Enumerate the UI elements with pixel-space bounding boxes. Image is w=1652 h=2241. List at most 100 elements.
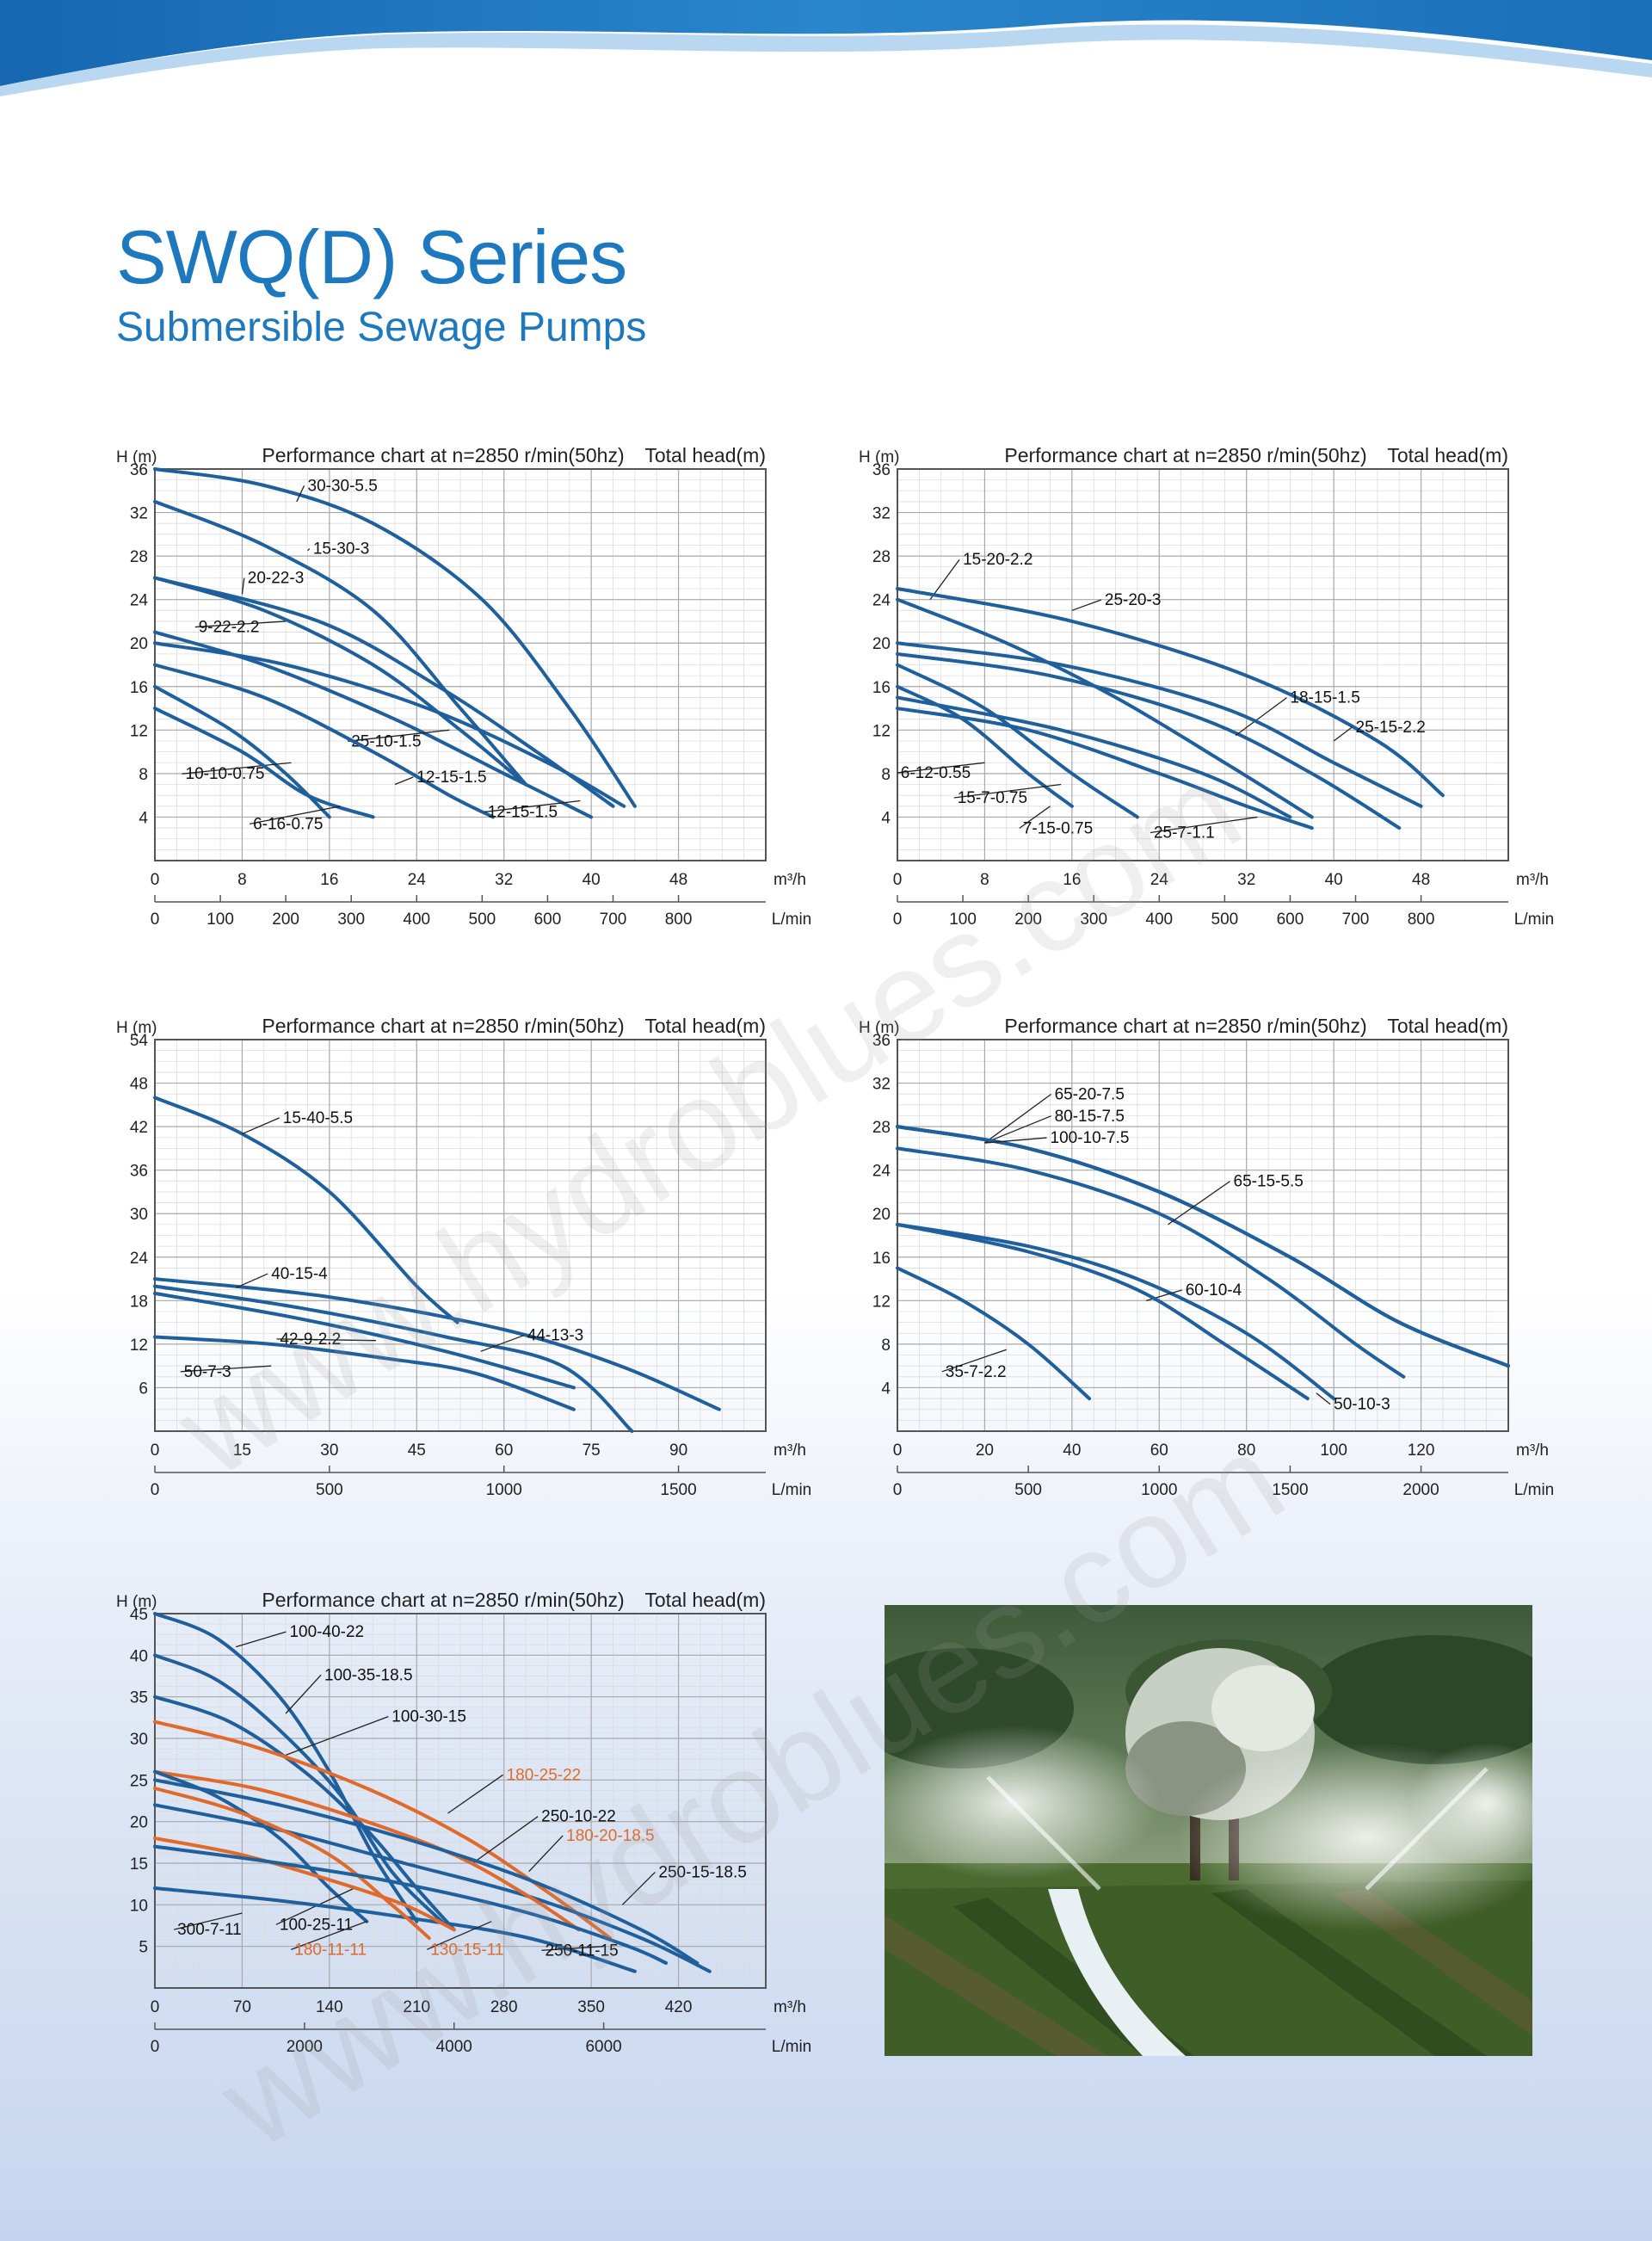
y-tick-label: 6 [139, 1380, 148, 1398]
secondary-tick-label: 0 [151, 2038, 160, 2056]
curve-label: 42-9-2.2 [280, 1330, 341, 1349]
plot-frame [154, 1039, 767, 1432]
curve-label: 15-20-2.2 [963, 551, 1032, 569]
chart-title: Performance chart at n=2850 r/min(50hz) [262, 444, 624, 466]
y-tick-label: 10 [130, 1897, 148, 1915]
pump-curve [153, 576, 615, 808]
performance-chart-1: H (m) Performance chart at n=2850 r/min(5… [116, 444, 811, 929]
pump-curve [153, 1803, 712, 1973]
major-grid [897, 1039, 1508, 1431]
y-tick-label: 24 [130, 1250, 149, 1268]
pump-curve [153, 1284, 634, 1433]
curve-label: 180-11-11 [294, 1941, 367, 1959]
secondary-axis-label: L/min [772, 2038, 811, 2056]
y-tick-label: 32 [130, 505, 148, 523]
curve-label: 100-35-18.5 [324, 1666, 412, 1684]
curve-leader-line [307, 548, 311, 552]
pump-curve [896, 641, 1423, 808]
pump-curve [896, 597, 1314, 819]
x-axis-label: m³/h [1516, 871, 1549, 889]
pump-curve [153, 1277, 721, 1411]
x-tick-label: 45 [408, 1442, 426, 1460]
curve-label: 25-20-3 [1105, 591, 1162, 609]
pump-curve [896, 1222, 1310, 1401]
chart-title: Performance chart at n=2850 r/min(50hz) [262, 1589, 624, 1611]
secondary-tick-label: 500 [1014, 1481, 1042, 1499]
x-axis-label: m³/h [1516, 1442, 1549, 1460]
curve-leader-line [180, 1365, 272, 1373]
curve-label: 100-10-7.5 [1051, 1129, 1130, 1147]
pump-curve [153, 707, 375, 819]
x-tick-label: 40 [1063, 1442, 1081, 1460]
curve-leader-line [897, 762, 985, 774]
y-tick-label: 28 [872, 548, 891, 566]
y-tick-label: 40 [130, 1647, 148, 1665]
y-tick-label: 4 [139, 809, 148, 827]
secondary-tick-label: 500 [316, 1481, 343, 1499]
curve-label: 180-20-18.5 [566, 1827, 654, 1845]
curve-leader-line [528, 1835, 564, 1873]
y-tick-label: 36 [130, 461, 148, 479]
irrigation-sprinkler-field-photo [885, 1605, 1532, 2056]
curve-label: 100-40-22 [289, 1623, 364, 1641]
y-tick-label: 18 [130, 1293, 148, 1311]
pump-curve [153, 1335, 576, 1411]
plot-frame [897, 1039, 1509, 1432]
y-tick-label: 24 [130, 592, 149, 610]
curve-label: 130-15-11 [430, 1941, 503, 1959]
secondary-axis-label: L/min [772, 911, 811, 929]
y-tick-label: 20 [130, 1814, 148, 1832]
x-tick-label: 70 [233, 1998, 251, 2016]
curve-label: 80-15-7.5 [1055, 1108, 1125, 1126]
x-tick-label: 120 [1408, 1442, 1435, 1460]
plot-frame [154, 1613, 767, 1989]
y-axis-right-label: Total head(m) [644, 444, 766, 466]
y-tick-label: 30 [130, 1206, 148, 1224]
y-tick-label: 42 [130, 1119, 148, 1137]
x-tick-label: 60 [1150, 1442, 1168, 1460]
pump-curve [153, 467, 637, 808]
y-tick-label: 32 [872, 505, 891, 523]
chart-title: Performance chart at n=2850 r/min(50hz) [1004, 444, 1366, 466]
y-tick-label: 45 [130, 1606, 148, 1624]
y-axis-label: H (m) [859, 1019, 899, 1037]
pump-curve [153, 641, 626, 808]
x-tick-label: 16 [320, 871, 338, 889]
curve-label: 180-25-22 [507, 1766, 582, 1784]
y-tick-label: 12 [130, 722, 148, 740]
pump-curve [153, 663, 495, 819]
y-tick-label: 15 [130, 1855, 148, 1874]
x-axis-label: m³/h [774, 1442, 806, 1460]
curve-label: 50-7-3 [184, 1363, 231, 1381]
y-axis-label: H (m) [116, 1019, 157, 1037]
y-axis-right-label: Total head(m) [644, 1589, 766, 1611]
curve-label: 25-10-1.5 [351, 732, 421, 750]
pump-curve [896, 707, 1314, 830]
curve-leader-line [484, 799, 581, 813]
secondary-tick-label: 6000 [585, 2038, 621, 2056]
minor-grid [154, 1613, 767, 1989]
y-axis-right-label: Total head(m) [1387, 1015, 1508, 1037]
curve-leader-line [1316, 1392, 1331, 1405]
curve-leader-line [291, 1921, 367, 1950]
secondary-tick-label: 800 [1408, 911, 1435, 929]
curve-label: 18-15-1.5 [1290, 689, 1359, 707]
secondary-tick-label: 0 [151, 1481, 160, 1499]
x-tick-label: 0 [151, 1998, 160, 2016]
x-tick-label: 0 [893, 1442, 903, 1460]
y-tick-label: 24 [872, 1163, 891, 1181]
curve-leader-line [296, 485, 305, 503]
y-tick-label: 20 [130, 635, 148, 653]
curve-leader-line [1019, 806, 1051, 829]
y-axis-right-label: Total head(m) [644, 1015, 766, 1037]
pump-curve [896, 695, 1292, 819]
x-tick-label: 80 [1237, 1442, 1255, 1460]
y-tick-label: 36 [872, 461, 891, 479]
curve-leader-line [929, 559, 960, 601]
y-tick-label: 25 [130, 1772, 148, 1790]
performance-chart-2: H (m) Performance chart at n=2850 r/min(5… [859, 444, 1554, 929]
curve-label: 6-16-0.75 [253, 815, 323, 833]
secondary-tick-label: 400 [1145, 911, 1173, 929]
x-tick-label: 0 [151, 871, 160, 889]
y-tick-label: 36 [872, 1032, 891, 1050]
